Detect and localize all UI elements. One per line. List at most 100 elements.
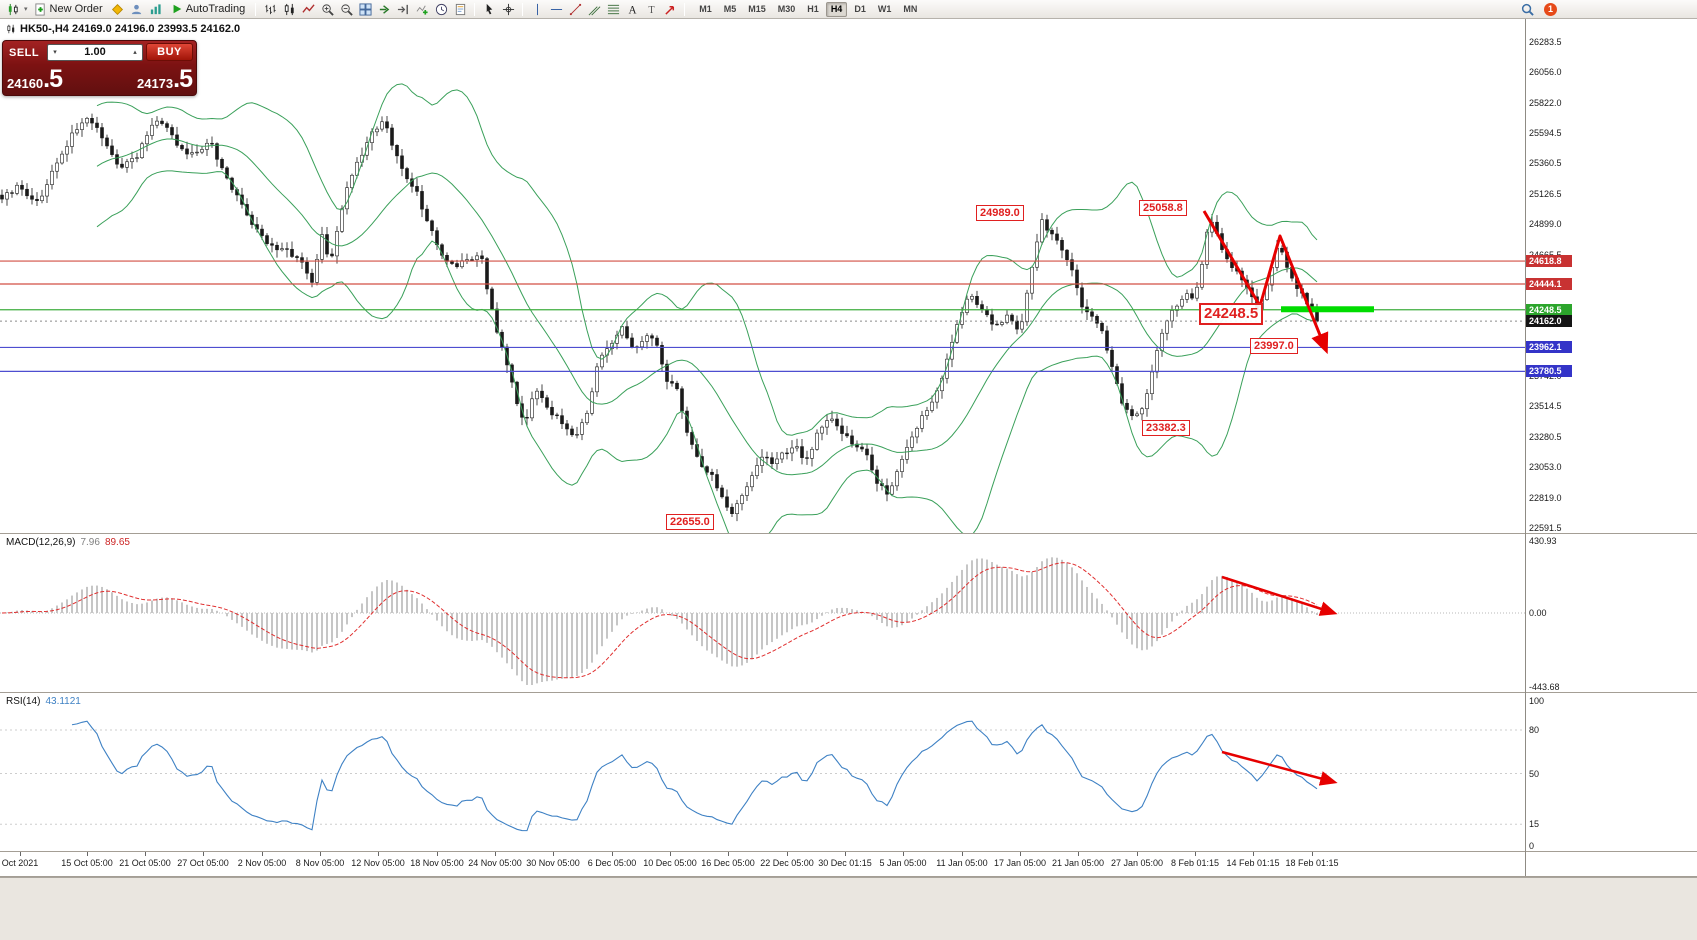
price-tag-24162.0[interactable]: 24162.0	[1526, 315, 1572, 328]
y-axis-label: 23280.5	[1529, 432, 1562, 443]
new-order-button[interactable]: New Order	[29, 1, 108, 18]
volume-increase-button[interactable]: ▴	[133, 49, 137, 56]
community-icon[interactable]	[128, 1, 146, 17]
x-axis-tick	[20, 852, 21, 856]
cursor-icon[interactable]	[480, 1, 498, 17]
templates-icon[interactable]	[451, 1, 469, 17]
x-axis-label: 30 Nov 05:00	[526, 858, 580, 868]
timeframe-mn[interactable]: MN	[903, 4, 918, 14]
zoom-in-icon[interactable]	[318, 1, 336, 17]
price-annotation[interactable]: 23382.3	[1142, 420, 1190, 436]
bars-chart-icon[interactable]	[261, 1, 279, 17]
symbol-ohlc-text: HK50-,H4 24169.0 24196.0 23993.5 24162.0	[20, 23, 241, 35]
x-axis-label: 8 Nov 05:00	[295, 858, 345, 868]
macd-panel-canvas[interactable]	[0, 534, 1525, 692]
bottom-area	[0, 877, 1697, 940]
periods-icon[interactable]	[432, 1, 450, 17]
x-axis-label: 15 Oct 05:00	[61, 858, 113, 868]
sell-label: SELL	[9, 47, 40, 59]
x-axis-label: 11 Jan 05:00	[936, 858, 988, 868]
timeframe-d1[interactable]: D1	[854, 4, 866, 14]
buy-button[interactable]: BUY	[146, 43, 193, 61]
trendline-icon[interactable]	[566, 1, 584, 17]
x-axis-tick	[495, 852, 496, 856]
x-axis-label: 8 Feb 01:15	[1170, 858, 1220, 868]
panel-divider-main-macd[interactable]	[0, 533, 1697, 534]
y-axis-label: 25822.0	[1529, 97, 1562, 108]
sell-price[interactable]: 24160.5	[7, 67, 63, 92]
timeframe-w1[interactable]: W1	[877, 4, 892, 14]
time-axis-border	[0, 851, 1697, 852]
timeframe-m15[interactable]: M15	[748, 4, 766, 14]
price-tag-24618.8[interactable]: 24618.8	[1526, 255, 1572, 268]
x-axis-label: 21 Oct 05:00	[119, 858, 171, 868]
x-axis-label: 5 Jan 05:00	[879, 858, 927, 868]
sell-button[interactable]: SELL	[6, 43, 44, 61]
x-axis-label: 6 Dec 05:00	[587, 858, 637, 868]
chart-symbol-icon	[7, 24, 15, 34]
timeframe-m30[interactable]: M30	[777, 4, 796, 14]
volume-input[interactable]: 1.00	[84, 46, 106, 58]
tile-windows-icon[interactable]	[356, 1, 374, 17]
x-axis-tick	[262, 852, 263, 856]
text-icon[interactable]: A	[623, 1, 641, 17]
vertical-line-icon[interactable]	[528, 1, 546, 17]
new-chart-icon[interactable]	[4, 1, 22, 17]
indicators-icon[interactable]	[413, 1, 431, 17]
price-annotation[interactable]: 23997.0	[1250, 338, 1298, 354]
market-watch-icon[interactable]	[147, 1, 165, 17]
new-chart-caret-icon[interactable]: ▾	[24, 6, 28, 13]
x-axis-tick	[203, 852, 204, 856]
y-axis-label: 25360.5	[1529, 158, 1562, 169]
price-annotation[interactable]: 22655.0	[666, 514, 714, 530]
panel-divider-macd-rsi[interactable]	[0, 692, 1697, 693]
rsi-scale-label: 15	[1529, 819, 1540, 830]
autotrading-button[interactable]: AutoTrading	[166, 1, 251, 18]
x-axis-label: 21 Jan 05:00	[1051, 858, 1105, 868]
candlestick-chart-icon[interactable]	[280, 1, 298, 17]
timeframe-m5[interactable]: M5	[723, 4, 737, 14]
y-axis-label: 26283.5	[1529, 37, 1562, 47]
x-axis-tick	[1312, 852, 1313, 856]
volume-control[interactable]: ▾ 1.00 ▴	[47, 43, 143, 61]
one-click-trading-panel[interactable]: SELL ▾ 1.00 ▴ BUY 24160.5 24173.5	[2, 40, 197, 96]
notification-badge[interactable]: 1	[1544, 2, 1557, 16]
price-tag-23962.1[interactable]: 23962.1	[1526, 341, 1572, 354]
macd-scale-label: -443.68	[1529, 682, 1560, 692]
main-toolbar: ▾ New Order AutoTrading A	[0, 0, 1697, 19]
price-tag-24248.5[interactable]: 24248.5	[1526, 303, 1572, 316]
volume-decrease-button[interactable]: ▾	[53, 49, 57, 56]
buy-price[interactable]: 24173.5	[137, 67, 193, 92]
x-axis-tick	[1078, 852, 1079, 856]
equidistant-channel-icon[interactable]	[585, 1, 603, 17]
price-annotation[interactable]: 24248.5	[1199, 303, 1264, 325]
main-chart-canvas[interactable]	[0, 18, 1525, 533]
chart-shift-icon[interactable]	[394, 1, 412, 17]
text-label-icon[interactable]: T	[642, 1, 660, 17]
price-tag-24444.1[interactable]: 24444.1	[1526, 278, 1572, 291]
price-annotation[interactable]: 24989.0	[976, 205, 1024, 221]
horizontal-line-icon[interactable]	[547, 1, 565, 17]
zoom-out-icon[interactable]	[337, 1, 355, 17]
line-chart-icon[interactable]	[299, 1, 317, 17]
price-annotation[interactable]: 25058.8	[1139, 200, 1187, 216]
price-tag-23780.5[interactable]: 23780.5	[1526, 365, 1572, 378]
rsi-panel-canvas[interactable]	[0, 693, 1525, 850]
timeframe-h1[interactable]: H1	[807, 4, 819, 14]
arrows-icon[interactable]	[661, 1, 679, 17]
macd-scale-label: 430.93	[1529, 536, 1557, 546]
search-icon[interactable]	[1518, 1, 1536, 17]
x-axis-label: 17 Jan 05:00	[993, 858, 1047, 868]
metaeditor-icon[interactable]	[109, 1, 127, 17]
crosshair-icon[interactable]	[499, 1, 517, 17]
x-axis-tick	[612, 852, 613, 856]
timeframe-h4[interactable]: H4	[825, 1, 848, 17]
macd-main-value: 7.96	[80, 537, 100, 548]
auto-scroll-icon[interactable]	[375, 1, 393, 17]
y-axis-label: 25594.5	[1529, 127, 1562, 138]
timeframe-m1[interactable]: M1	[699, 4, 712, 14]
buy-label: BUY	[157, 46, 182, 58]
x-axis-label: 16 Dec 05:00	[701, 858, 755, 868]
fibonacci-icon[interactable]	[604, 1, 622, 17]
